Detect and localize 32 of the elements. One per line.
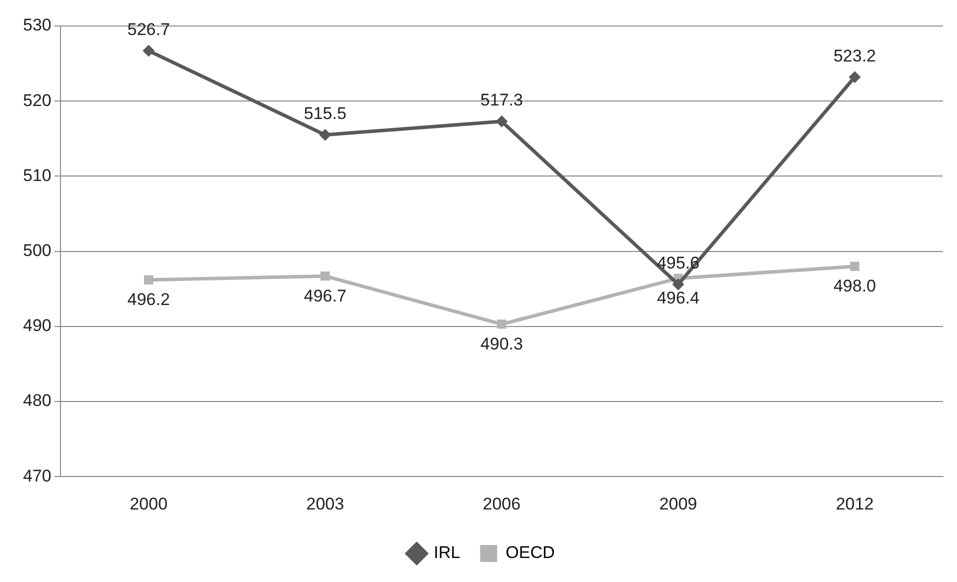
y-tick-label: 510 [22, 166, 52, 185]
point [672, 278, 684, 290]
data-label: 496.4 [656, 288, 700, 308]
y-tick-label: 530 [22, 16, 52, 35]
data-label: 498.0 [833, 276, 876, 296]
data-label: 523.2 [833, 46, 876, 66]
point [496, 115, 508, 128]
x-tick-label: 2000 [130, 494, 168, 514]
data-label: 517.3 [480, 90, 523, 110]
y-tick-label: 500 [22, 240, 52, 260]
x-tick-label: 2006 [482, 494, 521, 514]
legend-label: IRL [434, 543, 460, 562]
point [497, 320, 506, 329]
y-tick-label: 520 [22, 90, 52, 110]
y-tick-label: 480 [22, 391, 52, 410]
x-tick-label: 2009 [659, 494, 698, 514]
x-tick-label: 2003 [306, 494, 344, 514]
point [320, 271, 330, 281]
point [144, 275, 154, 284]
point [319, 128, 332, 141]
y-tick-label: 470 [22, 466, 52, 486]
data-label: 526.7 [127, 20, 170, 39]
y-tick-label: 490 [22, 316, 52, 336]
point [142, 44, 155, 57]
data-label: 515.5 [304, 104, 346, 124]
point [848, 71, 861, 84]
data-label: 490.3 [480, 334, 523, 354]
x-tick-label: 2012 [836, 494, 874, 514]
legend-label: OECD [506, 543, 555, 562]
point [850, 262, 860, 271]
data-label: 496.2 [127, 290, 170, 310]
data-label: 496.7 [304, 286, 346, 306]
